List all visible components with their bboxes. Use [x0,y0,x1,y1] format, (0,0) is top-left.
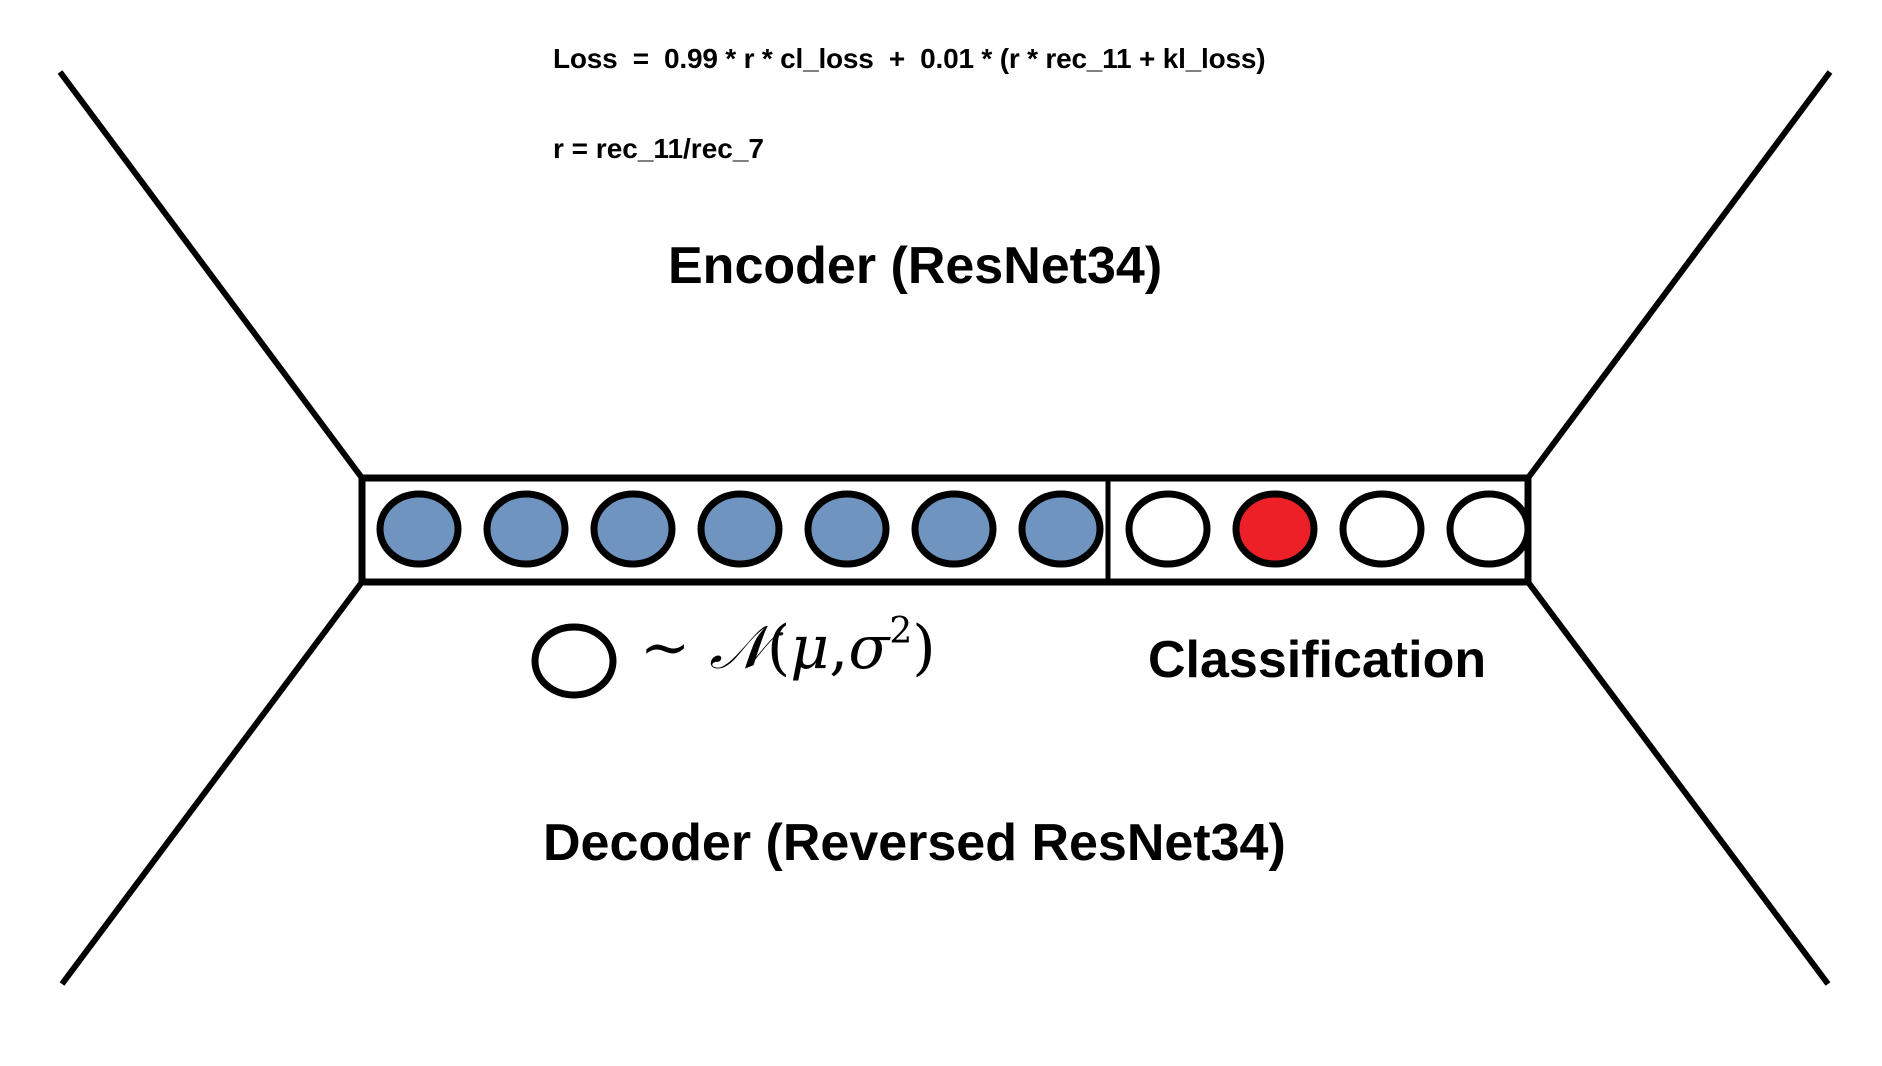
encoder-left-edge [57,70,365,480]
encoder-label: Encoder (ResNet34) [668,237,1163,295]
class-unit [1339,490,1425,568]
decoder-left-edge [59,580,365,986]
latent-unit [590,490,676,568]
comma: , [829,613,849,683]
exponent: 2 [889,611,913,652]
latent-unit [1018,490,1104,568]
latent-unit [483,490,569,568]
class-unit [1125,490,1211,568]
decoder-right-edge [1525,580,1831,986]
class-unit-active [1232,490,1318,568]
loss-formula: Loss = 0.99 * r * cl_loss + 0.01 * (r * … [553,43,1266,74]
mu-symbol: μ [790,613,830,683]
vector-units [376,490,1532,568]
decoder-label: Decoder (Reversed ResNet34) [543,814,1286,872]
open-paren: ( [766,613,791,683]
sigma-symbol: σ [848,613,890,683]
latent-unit [911,490,997,568]
ratio-formula: r = rec_11/rec_7 [553,133,764,164]
legend-unit-circle [531,623,617,699]
normal-distribution-formula: ~ 𝒩(μ, σ2) [640,613,936,683]
close-paren: ) [912,613,936,683]
class-unit [1446,490,1532,568]
tilde-symbol: ~ [640,613,691,683]
encoder-right-edge [1525,70,1833,480]
latent-unit [697,490,783,568]
classification-label: Classification [1148,631,1487,689]
latent-unit [376,490,462,568]
latent-unit [804,490,890,568]
normal-symbol: 𝒩 [709,613,767,683]
